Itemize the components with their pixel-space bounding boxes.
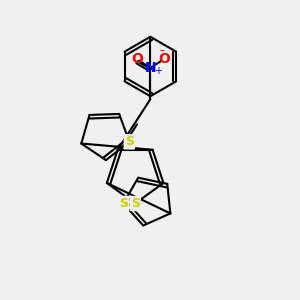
Text: S: S: [130, 197, 140, 210]
Text: O: O: [158, 52, 170, 66]
Text: O: O: [131, 52, 143, 66]
Text: S: S: [119, 197, 128, 210]
Text: N: N: [145, 61, 156, 75]
Text: +: +: [154, 66, 162, 76]
Text: -: -: [159, 45, 164, 59]
Text: S: S: [125, 135, 134, 148]
